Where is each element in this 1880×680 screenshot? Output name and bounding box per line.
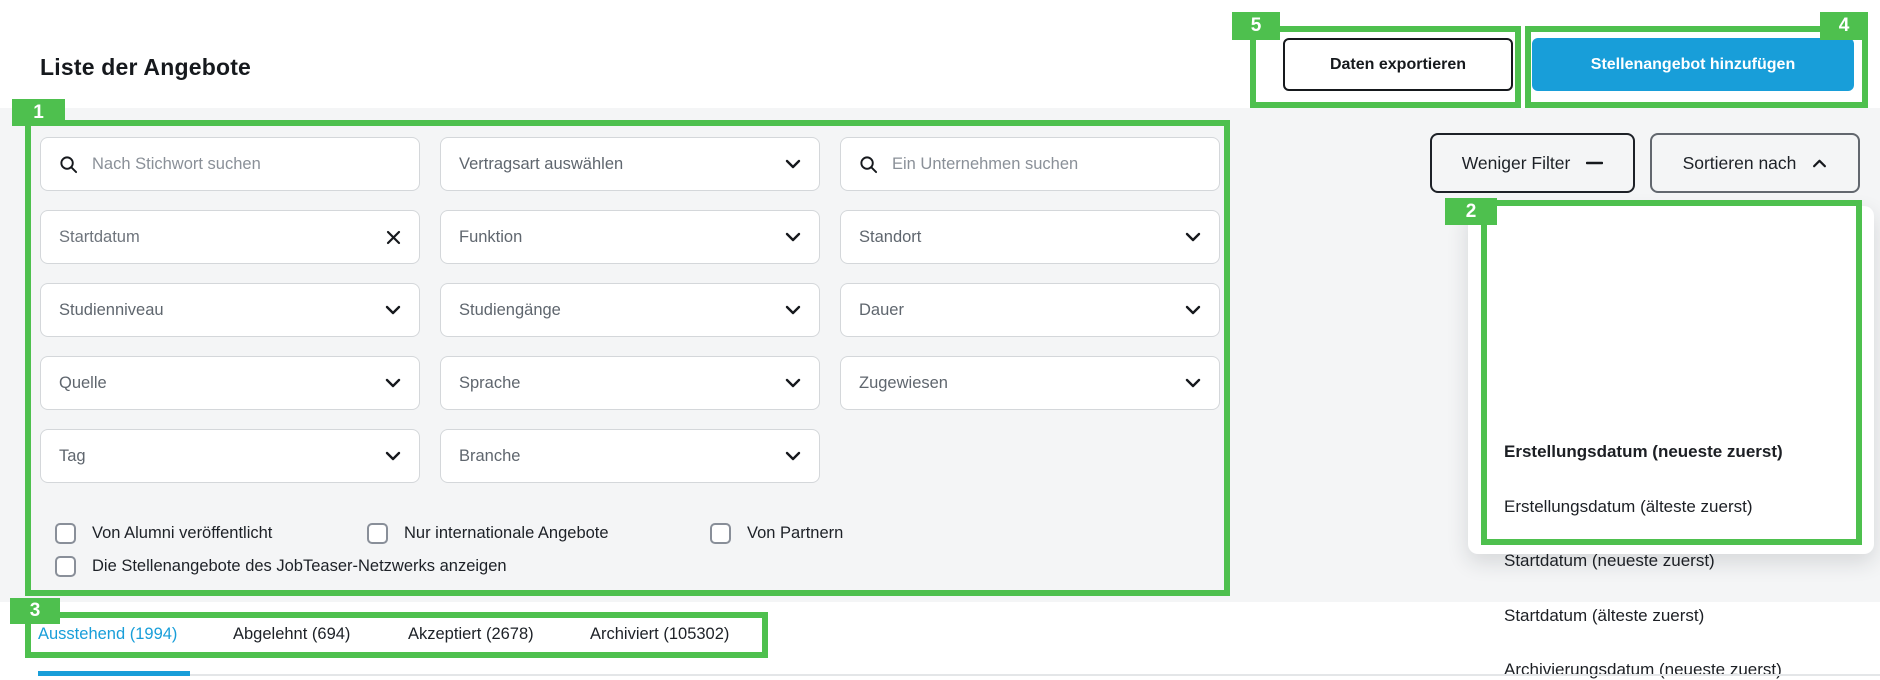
clear-icon[interactable] <box>386 230 401 245</box>
search-icon <box>59 155 78 174</box>
location-label: Standort <box>859 227 922 246</box>
chevron-down-icon <box>385 451 401 461</box>
tab-bar-divider <box>40 674 1880 676</box>
sort-by-label: Sortieren nach <box>1682 152 1797 173</box>
annotation-badge-1: 1 <box>12 99 65 126</box>
contract-type-select[interactable]: Vertragsart auswählen <box>440 137 820 191</box>
industry-label: Branche <box>459 446 521 465</box>
chevron-down-icon <box>785 232 801 242</box>
chevron-down-icon <box>785 451 801 461</box>
chevron-down-icon <box>385 305 401 315</box>
contract-type-label: Vertragsart auswählen <box>459 154 624 173</box>
keyword-search-placeholder: Nach Stichwort suchen <box>92 154 261 173</box>
page-title: Liste der Angebote <box>40 54 252 80</box>
chevron-down-icon <box>1185 305 1201 315</box>
study-programs-select[interactable]: Studiengänge <box>440 283 820 337</box>
add-job-offer-label: Stellenangebot hinzufügen <box>1590 55 1796 73</box>
annotation-badge-2: 2 <box>1445 198 1497 225</box>
export-data-button[interactable]: Daten exportieren <box>1283 38 1513 91</box>
minus-icon <box>1586 161 1604 165</box>
sort-option-startdatum-neueste[interactable]: Startdatum (neueste zuerst) <box>1504 551 1715 570</box>
duration-label: Dauer <box>859 300 904 319</box>
keyword-search-input[interactable]: Nach Stichwort suchen <box>40 137 420 191</box>
chevron-down-icon <box>1185 378 1201 388</box>
chevron-down-icon <box>1185 232 1201 242</box>
study-programs-label: Studiengänge <box>459 300 561 319</box>
less-filters-label: Weniger Filter <box>1461 152 1571 173</box>
source-select[interactable]: Quelle <box>40 356 420 410</box>
export-data-label: Daten exportieren <box>1329 55 1467 73</box>
company-search-input[interactable]: Ein Unternehmen suchen <box>840 137 1220 191</box>
source-label: Quelle <box>59 373 107 392</box>
function-select[interactable]: Funktion <box>440 210 820 264</box>
checkbox-icon[interactable] <box>55 556 76 577</box>
annotation-badge-5: 5 <box>1232 12 1280 40</box>
chevron-down-icon <box>385 378 401 388</box>
tag-select[interactable]: Tag <box>40 429 420 483</box>
checkbox-icon[interactable] <box>710 523 731 544</box>
chevron-up-icon <box>1812 159 1827 168</box>
add-job-offer-button[interactable]: Stellenangebot hinzufügen <box>1532 38 1854 91</box>
annotation-badge-3: 3 <box>10 598 60 624</box>
sort-option-erstellungsdatum-neueste[interactable]: Erstellungsdatum (neueste zuerst) <box>1504 442 1783 461</box>
sort-option-erstellungsdatum-aelteste[interactable]: Erstellungsdatum (älteste zuerst) <box>1504 497 1753 516</box>
sort-option-archivierungsdatum-neueste[interactable]: Archivierungsdatum (neueste zuerst) <box>1504 660 1782 679</box>
less-filters-button[interactable]: Weniger Filter <box>1430 133 1635 193</box>
chevron-down-icon <box>785 159 801 169</box>
active-tab-underline <box>38 671 190 676</box>
sort-by-button[interactable]: Sortieren nach <box>1650 133 1860 193</box>
tab-ausstehend[interactable]: Ausstehend (1994) <box>38 625 178 643</box>
study-level-select[interactable]: Studienniveau <box>40 283 420 337</box>
language-select[interactable]: Sprache <box>440 356 820 410</box>
chevron-down-icon <box>785 378 801 388</box>
chevron-down-icon <box>785 305 801 315</box>
start-date-input[interactable]: Startdatum <box>40 210 420 264</box>
sort-option-startdatum-aelteste[interactable]: Startdatum (älteste zuerst) <box>1504 606 1705 625</box>
tab-abgelehnt[interactable]: Abgelehnt (694) <box>233 625 351 643</box>
annotation-badge-4: 4 <box>1820 12 1868 40</box>
study-level-label: Studienniveau <box>59 300 164 319</box>
sort-menu: Erstellungsdatum (neueste zuerst) Erstel… <box>1468 206 1874 679</box>
function-label: Funktion <box>459 227 523 246</box>
checkbox-label: Nur internationale Angebote <box>404 524 609 542</box>
language-label: Sprache <box>459 373 521 392</box>
assigned-select[interactable]: Zugewiesen <box>840 356 1220 410</box>
tab-akzeptiert[interactable]: Akzeptiert (2678) <box>408 625 534 643</box>
checkbox-icon[interactable] <box>55 523 76 544</box>
start-date-value: Startdatum <box>59 227 140 246</box>
checkbox-von-partnern[interactable]: Von Partnern <box>710 523 843 544</box>
checkbox-von-alumni[interactable]: Von Alumni veröffentlicht <box>55 523 272 544</box>
checkbox-label: Von Alumni veröffentlicht <box>92 524 273 542</box>
tab-archiviert[interactable]: Archiviert (105302) <box>590 625 730 643</box>
assigned-label: Zugewiesen <box>859 373 948 392</box>
search-icon <box>859 155 878 174</box>
industry-select[interactable]: Branche <box>440 429 820 483</box>
location-select[interactable]: Standort <box>840 210 1220 264</box>
checkbox-international[interactable]: Nur internationale Angebote <box>367 523 609 544</box>
checkbox-label: Von Partnern <box>747 524 844 542</box>
checkbox-jobteaser-network[interactable]: Die Stellenangebote des JobTeaser-Netzwe… <box>55 556 507 577</box>
tag-label: Tag <box>59 446 86 465</box>
duration-select[interactable]: Dauer <box>840 283 1220 337</box>
checkbox-icon[interactable] <box>367 523 388 544</box>
company-search-placeholder: Ein Unternehmen suchen <box>892 154 1079 173</box>
checkbox-label: Die Stellenangebote des JobTeaser-Netzwe… <box>92 557 507 575</box>
